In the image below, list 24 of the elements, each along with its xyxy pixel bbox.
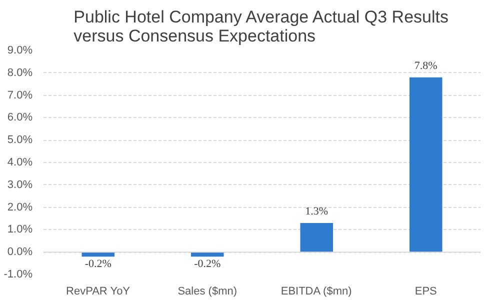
x-tick-label: EBITDA ($mn) — [280, 286, 352, 298]
x-tick-label: RevPAR YoY — [66, 286, 131, 298]
y-tick-label: 6.0% — [7, 112, 33, 124]
y-tick-label: 9.0% — [7, 44, 33, 56]
y-tick-label: -1.0% — [4, 268, 33, 280]
bar — [300, 222, 334, 252]
data-label: 1.3% — [305, 205, 328, 218]
y-tick-label: 1.0% — [7, 224, 33, 236]
y-tick-label: 2.0% — [7, 201, 33, 214]
y-tick-label: 8.0% — [7, 66, 33, 79]
bar — [190, 252, 224, 257]
chart-title: Public Hotel Company Average Actual Q3 Results versus Consensus Expectations — [74, 8, 448, 46]
bar — [409, 77, 442, 252]
x-tick-label: Sales ($mn) — [178, 286, 238, 298]
data-label: -0.2% — [84, 258, 112, 270]
y-tick-label: 3.0% — [7, 178, 33, 191]
y-tick-label: 7.0% — [7, 89, 33, 102]
x-tick-label: EPS — [414, 286, 437, 298]
bar — [82, 252, 115, 257]
data-label: 7.8% — [414, 60, 438, 72]
y-tick-label: 0.0% — [7, 246, 33, 258]
y-tick-label: 5.0% — [7, 134, 33, 146]
data-label: -0.2% — [194, 258, 221, 270]
y-tick-label: 4.0% — [7, 156, 33, 168]
